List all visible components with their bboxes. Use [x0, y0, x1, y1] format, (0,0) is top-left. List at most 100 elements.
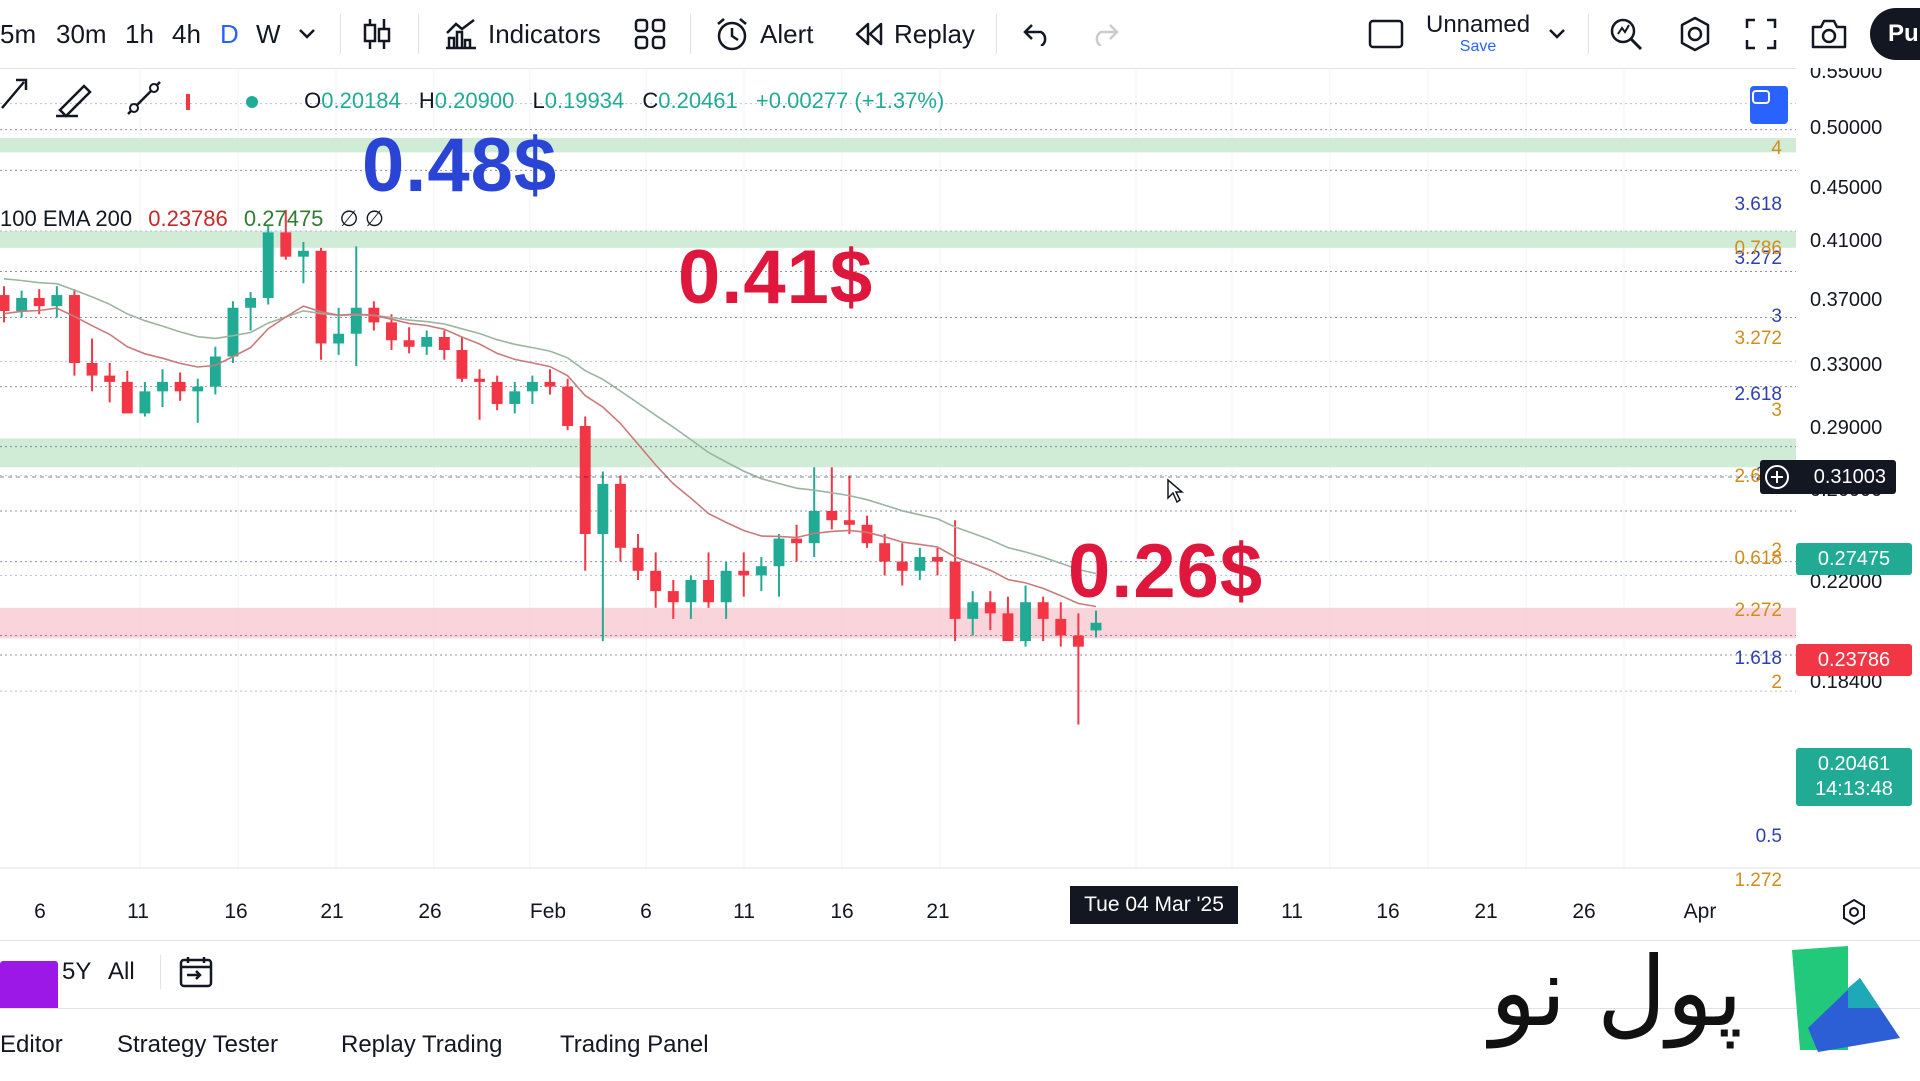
- price-tick-label: 0.29000: [1810, 417, 1882, 439]
- axis-settings-icon[interactable]: [1840, 898, 1868, 926]
- top-toolbar: 5m 30m 1h 4h D W Indicators Alert Replay…: [0, 0, 1920, 69]
- fib-label: 3: [1771, 400, 1782, 421]
- ohlc-legend: O0.20184 H0.20900 L0.19934 C0.20461 +0.0…: [246, 88, 944, 114]
- fullscreen-icon: [1745, 18, 1777, 50]
- candle-body: [562, 386, 574, 426]
- fib-label: 0.5: [1756, 826, 1782, 847]
- candle-body: [1090, 622, 1102, 631]
- candle-body: [350, 307, 362, 334]
- candle-body: [984, 602, 996, 614]
- layout-button[interactable]: [1368, 0, 1404, 68]
- candlestick-chart[interactable]: 0.55000 0.50000 0.45000 0.41000 0.37000 0.330…: [0, 68, 1920, 940]
- candle-body: [209, 356, 221, 387]
- tab-strategy-tester[interactable]: Strategy Tester: [117, 1031, 278, 1058]
- candle-body: [932, 557, 943, 562]
- candle-body: [68, 295, 80, 363]
- fib-label: 2: [1771, 540, 1782, 561]
- brush-tool-icon[interactable]: [56, 84, 92, 118]
- candle-body: [720, 570, 732, 603]
- mouse-cursor-icon: [1167, 478, 1184, 504]
- interval-d[interactable]: D: [220, 18, 239, 49]
- redo-icon: [1095, 24, 1119, 46]
- goto-date-button[interactable]: [178, 941, 214, 1003]
- layout-dropdown[interactable]: [1548, 0, 1566, 68]
- candle-body: [544, 381, 556, 387]
- candle-body: [826, 511, 838, 521]
- snapshot-button[interactable]: [1810, 0, 1848, 68]
- ruler-tool-icon[interactable]: [127, 81, 161, 115]
- layout-name-button[interactable]: Unnamed Save: [1426, 11, 1531, 55]
- time-tick-label: 11: [733, 900, 755, 923]
- candle-body: [121, 381, 133, 414]
- ema-legend[interactable]: 100 EMA 200 0.23786 0.27475 ∅ ∅: [0, 206, 384, 231]
- annotation-041[interactable]: 0.41$: [678, 235, 874, 320]
- tab-pine-editor[interactable]: Editor: [0, 1031, 63, 1058]
- replay-button[interactable]: Replay: [854, 0, 975, 68]
- time-tick-label: 21: [320, 900, 343, 923]
- chart-area[interactable]: 0.55000 0.50000 0.45000 0.41000 0.37000 0.330…: [0, 68, 1920, 940]
- fib-label: 2.272: [1734, 600, 1782, 621]
- alert-button[interactable]: Alert: [714, 0, 813, 68]
- candle-body: [738, 570, 750, 576]
- candle-body: [51, 295, 63, 307]
- fib-label: 2.618: [1734, 384, 1782, 405]
- publish-button[interactable]: Pu: [1870, 8, 1920, 60]
- range-5y[interactable]: 5Y: [62, 958, 92, 985]
- interval-1h[interactable]: 1h: [125, 18, 154, 49]
- candle-body: [843, 520, 855, 525]
- time-tick-label: 26: [1572, 900, 1595, 923]
- price-tick-label: 0.41000: [1810, 230, 1882, 252]
- fib-label: 3.618: [1734, 194, 1782, 215]
- range-all[interactable]: All: [108, 958, 135, 985]
- price-tick-label: 0.37000: [1810, 289, 1882, 311]
- candle-body: [139, 391, 151, 414]
- annotation-048[interactable]: 0.48$: [362, 123, 558, 208]
- interval-30m[interactable]: 30m: [56, 18, 107, 49]
- crosshair-date-label: Tue 04 Mar '25: [1070, 886, 1238, 924]
- price-tick-label: 0.45000: [1810, 177, 1882, 199]
- interval-dropdown[interactable]: [298, 0, 316, 68]
- price-tick-label: 0.55000: [1810, 68, 1882, 83]
- trend-line-tool-icon[interactable]: [1, 78, 28, 109]
- price-tick-label: 0.33000: [1810, 354, 1882, 376]
- tab-trading-panel[interactable]: Trading Panel: [560, 1031, 709, 1058]
- time-tick-label: 6: [34, 900, 46, 923]
- candle-body: [1055, 618, 1067, 636]
- candle-body: [632, 547, 644, 571]
- price-change: +0.00277 (+1.37%): [755, 88, 945, 113]
- tab-replay-trading[interactable]: Replay Trading: [341, 1031, 503, 1058]
- resistance-zone: [0, 231, 1796, 248]
- camera-icon: [1811, 19, 1847, 49]
- layouts-button[interactable]: [634, 0, 666, 68]
- candle-body: [491, 381, 503, 404]
- fib-label: 4: [1771, 138, 1782, 159]
- candle-body: [33, 298, 45, 307]
- ema200-line: [3, 278, 1097, 575]
- interval-w[interactable]: W: [256, 18, 281, 49]
- indicators-button[interactable]: Indicators: [444, 0, 601, 68]
- fib-label: 1.272: [1734, 870, 1782, 891]
- interval-4h[interactable]: 4h: [172, 18, 201, 49]
- sync-button[interactable]: [1750, 86, 1788, 124]
- date-range-bar: 5Y All: [0, 940, 1920, 1019]
- candle-body: [685, 580, 697, 603]
- time-tick-label: 21: [926, 900, 949, 923]
- candle-body: [614, 483, 626, 548]
- candle-body: [579, 426, 591, 534]
- redo-button[interactable]: [1090, 0, 1120, 68]
- settings-button[interactable]: [1676, 0, 1714, 68]
- candle-body: [474, 378, 486, 382]
- interval-5m[interactable]: 5m: [0, 18, 37, 49]
- undo-button[interactable]: [1022, 0, 1052, 68]
- chart-type-button[interactable]: [362, 0, 392, 68]
- candle-body: [157, 381, 168, 392]
- candle-body: [1002, 613, 1014, 642]
- candle-body: [879, 543, 891, 562]
- quick-search-button[interactable]: [1608, 0, 1644, 68]
- candle-body: [421, 337, 433, 347]
- add-plus-icon[interactable]: [1764, 464, 1790, 490]
- annotation-026[interactable]: 0.26$: [1068, 529, 1264, 614]
- drawing-tools: [1, 78, 190, 118]
- fullscreen-button[interactable]: [1744, 0, 1778, 68]
- ema200-price-badge: 0.27475: [1796, 543, 1912, 575]
